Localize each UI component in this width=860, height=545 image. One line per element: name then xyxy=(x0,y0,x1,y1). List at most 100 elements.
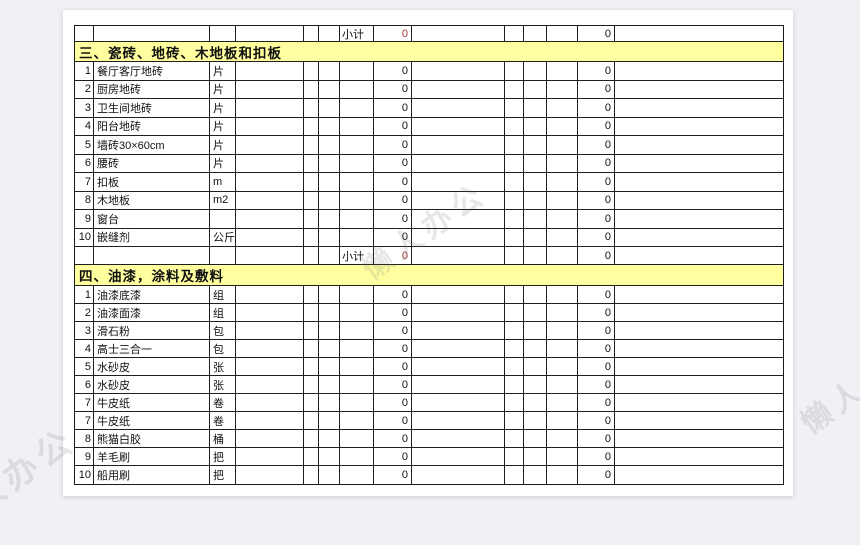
empty-cell xyxy=(340,340,374,358)
item-name-cell: 高士三合一 xyxy=(94,340,210,358)
unit-cell: 片 xyxy=(210,136,236,155)
unit-cell: m2 xyxy=(210,191,236,210)
empty-cell xyxy=(319,99,340,118)
row-number-cell: 9 xyxy=(75,210,94,229)
empty-cell xyxy=(236,210,304,229)
row-number-cell: 3 xyxy=(75,322,94,340)
item-row: 1 油漆底漆组 0 0 xyxy=(75,286,783,304)
empty-cell xyxy=(412,286,505,304)
empty-cell xyxy=(304,376,319,394)
empty-cell xyxy=(75,26,94,42)
value-cell: 0 xyxy=(578,358,615,376)
empty-cell xyxy=(319,358,340,376)
empty-cell xyxy=(547,191,578,210)
empty-cell xyxy=(412,322,505,340)
unit-cell: 包 xyxy=(210,322,236,340)
subtotal-value-cell: 0 xyxy=(578,26,615,42)
empty-cell xyxy=(304,247,319,265)
empty-cell xyxy=(615,81,783,99)
value-cell: 0 xyxy=(374,80,412,99)
empty-cell xyxy=(319,340,340,358)
empty-cell xyxy=(505,26,524,42)
budget-table: 小计 0 0 三、瓷砖、地砖、木地板和扣板 1 餐厅客厅地砖片 0 0 2 厨房地砖片 0 0 3 卫生间… xyxy=(74,25,784,485)
subtotal-value-cell: 0 xyxy=(374,26,412,42)
unit-cell: 片 xyxy=(210,80,236,99)
empty-cell xyxy=(340,430,374,448)
empty-cell xyxy=(236,286,304,304)
subtotal-row: 小计 0 0 xyxy=(75,247,783,265)
empty-cell xyxy=(236,117,304,136)
empty-cell xyxy=(505,173,524,192)
value-cell: 0 xyxy=(374,191,412,210)
empty-cell xyxy=(236,412,304,430)
empty-cell xyxy=(505,117,524,136)
empty-cell xyxy=(412,62,505,81)
row-number-cell: 7 xyxy=(75,394,94,412)
value-cell: 0 xyxy=(578,136,615,155)
empty-cell xyxy=(524,99,547,118)
item-row: 9 羊毛刷把 0 0 xyxy=(75,448,783,466)
empty-cell xyxy=(505,228,524,247)
empty-cell xyxy=(304,80,319,99)
empty-cell xyxy=(615,229,783,247)
section-header-row: 三、瓷砖、地砖、木地板和扣板 xyxy=(75,42,783,62)
empty-cell xyxy=(304,99,319,118)
row-number-cell: 2 xyxy=(75,80,94,99)
empty-cell xyxy=(505,394,524,412)
empty-cell xyxy=(524,340,547,358)
empty-cell xyxy=(547,99,578,118)
empty-cell xyxy=(319,448,340,466)
empty-cell xyxy=(75,247,94,265)
empty-cell xyxy=(547,286,578,304)
empty-cell xyxy=(615,430,783,448)
empty-cell xyxy=(304,412,319,430)
empty-cell xyxy=(340,154,374,173)
preview-stage: 小计 0 0 三、瓷砖、地砖、木地板和扣板 1 餐厅客厅地砖片 0 0 2 厨房地砖片 0 0 3 卫生间… xyxy=(0,10,860,544)
item-row: 4 高士三合一包 0 0 xyxy=(75,340,783,358)
item-name-cell: 嵌缝剂 xyxy=(94,228,210,247)
empty-cell xyxy=(236,154,304,173)
row-number-cell: 5 xyxy=(75,358,94,376)
empty-cell xyxy=(340,394,374,412)
empty-cell xyxy=(236,80,304,99)
empty-cell xyxy=(340,210,374,229)
row-number-cell: 6 xyxy=(75,376,94,394)
empty-cell xyxy=(236,340,304,358)
empty-cell xyxy=(236,62,304,81)
empty-cell xyxy=(615,136,783,155)
value-cell: 0 xyxy=(374,394,412,412)
empty-cell xyxy=(412,173,505,192)
empty-cell xyxy=(524,210,547,229)
item-name-cell: 木地板 xyxy=(94,191,210,210)
section-header-row: 四、油漆，涂料及敷料 xyxy=(75,265,783,286)
empty-cell xyxy=(505,430,524,448)
value-cell: 0 xyxy=(374,136,412,155)
empty-cell xyxy=(505,62,524,81)
empty-cell xyxy=(505,80,524,99)
value-cell: 0 xyxy=(374,62,412,81)
item-row: 2 油漆面漆组 0 0 xyxy=(75,304,783,322)
empty-cell xyxy=(412,394,505,412)
value-cell: 0 xyxy=(374,322,412,340)
unit-cell: 把 xyxy=(210,466,236,484)
empty-cell xyxy=(340,358,374,376)
empty-cell xyxy=(236,99,304,118)
empty-cell xyxy=(412,466,505,484)
empty-cell xyxy=(524,62,547,81)
value-cell: 0 xyxy=(578,117,615,136)
value-cell: 0 xyxy=(374,340,412,358)
empty-cell xyxy=(615,412,783,430)
empty-cell xyxy=(524,412,547,430)
empty-cell xyxy=(319,117,340,136)
value-cell: 0 xyxy=(578,173,615,192)
empty-cell xyxy=(304,136,319,155)
empty-cell xyxy=(319,136,340,155)
empty-cell xyxy=(304,117,319,136)
empty-cell xyxy=(412,247,505,265)
empty-cell xyxy=(524,26,547,42)
empty-cell xyxy=(319,62,340,81)
empty-cell xyxy=(340,376,374,394)
row-number-cell: 4 xyxy=(75,117,94,136)
empty-cell xyxy=(236,136,304,155)
empty-cell xyxy=(412,228,505,247)
